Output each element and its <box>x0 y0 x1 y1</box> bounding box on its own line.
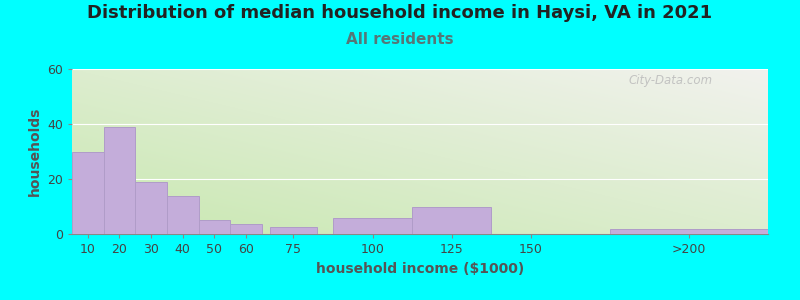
Text: City-Data.com: City-Data.com <box>629 74 713 87</box>
Bar <box>610 229 768 234</box>
Bar <box>167 196 198 234</box>
Bar <box>412 206 491 234</box>
Bar <box>135 182 167 234</box>
X-axis label: household income ($1000): household income ($1000) <box>316 262 524 276</box>
Bar <box>104 127 135 234</box>
Text: Distribution of median household income in Haysi, VA in 2021: Distribution of median household income … <box>87 4 713 22</box>
Bar <box>333 218 412 234</box>
Bar <box>72 152 104 234</box>
Bar <box>270 227 317 234</box>
Y-axis label: households: households <box>27 107 42 196</box>
Bar <box>230 224 262 234</box>
Text: All residents: All residents <box>346 32 454 46</box>
Bar <box>198 220 230 234</box>
